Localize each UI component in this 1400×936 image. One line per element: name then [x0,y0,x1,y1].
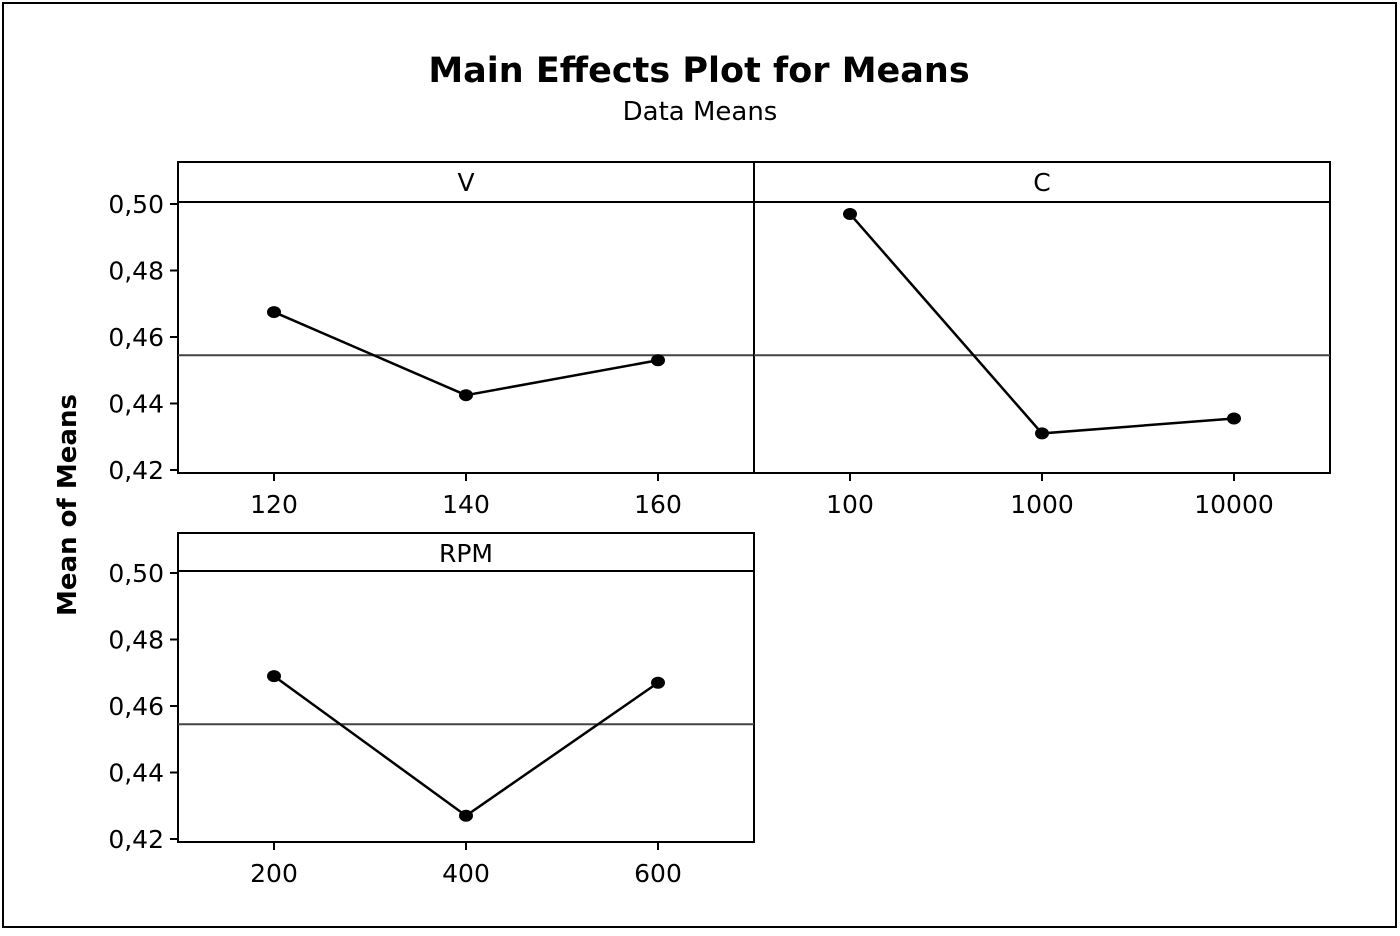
y-tick-label: 0,44 [108,390,164,419]
panel-label-rpm: RPM [439,539,493,568]
panel-label-c: C [1033,168,1050,197]
panel-v: V 0,42 0,44 0,46 0,48 0,50 120 140 160 [108,161,755,519]
y-tick-label: 0,50 [108,559,164,588]
y-tick-label: 0,42 [108,825,164,854]
panels-group: V 0,42 0,44 0,46 0,48 0,50 120 140 160 C 100 1000 10… [108,161,1331,888]
x-tick-label: 140 [442,490,490,519]
y-tick-label: 0,44 [108,759,164,788]
data-point [1035,427,1049,440]
y-axis-label: Mean of Means [53,394,83,616]
x-tick-label: 1000 [1010,490,1074,519]
panel-label-v: V [457,168,474,197]
chart-title: Main Effects Plot for Means [428,51,969,91]
y-tick-label: 0,48 [108,626,164,655]
x-tick-label: 600 [634,859,682,888]
x-tick-label: 120 [250,490,298,519]
panel-rpm: RPM 0,42 0,44 0,46 0,48 0,50 200 400 600 [108,532,755,888]
y-tick-label: 0,46 [108,692,164,721]
data-point [651,354,665,367]
panel-c: C 100 1000 10000 [753,161,1331,519]
data-point [459,389,473,402]
x-tick-label: 10000 [1194,490,1274,519]
chart-subtitle: Data Means [623,97,778,127]
y-tick-label: 0,42 [108,456,164,485]
y-tick-label: 0,46 [108,323,164,352]
data-point [267,306,281,319]
x-tick-label: 160 [634,490,682,519]
x-tick-label: 200 [250,859,298,888]
data-point [1227,412,1241,425]
y-tick-label: 0,50 [108,190,164,219]
x-tick-label: 400 [442,859,490,888]
data-point [651,676,665,689]
data-point [267,670,281,683]
data-point [843,207,857,220]
x-tick-label: 100 [826,490,874,519]
y-tick-label: 0,48 [108,257,164,286]
data-point [459,809,473,822]
